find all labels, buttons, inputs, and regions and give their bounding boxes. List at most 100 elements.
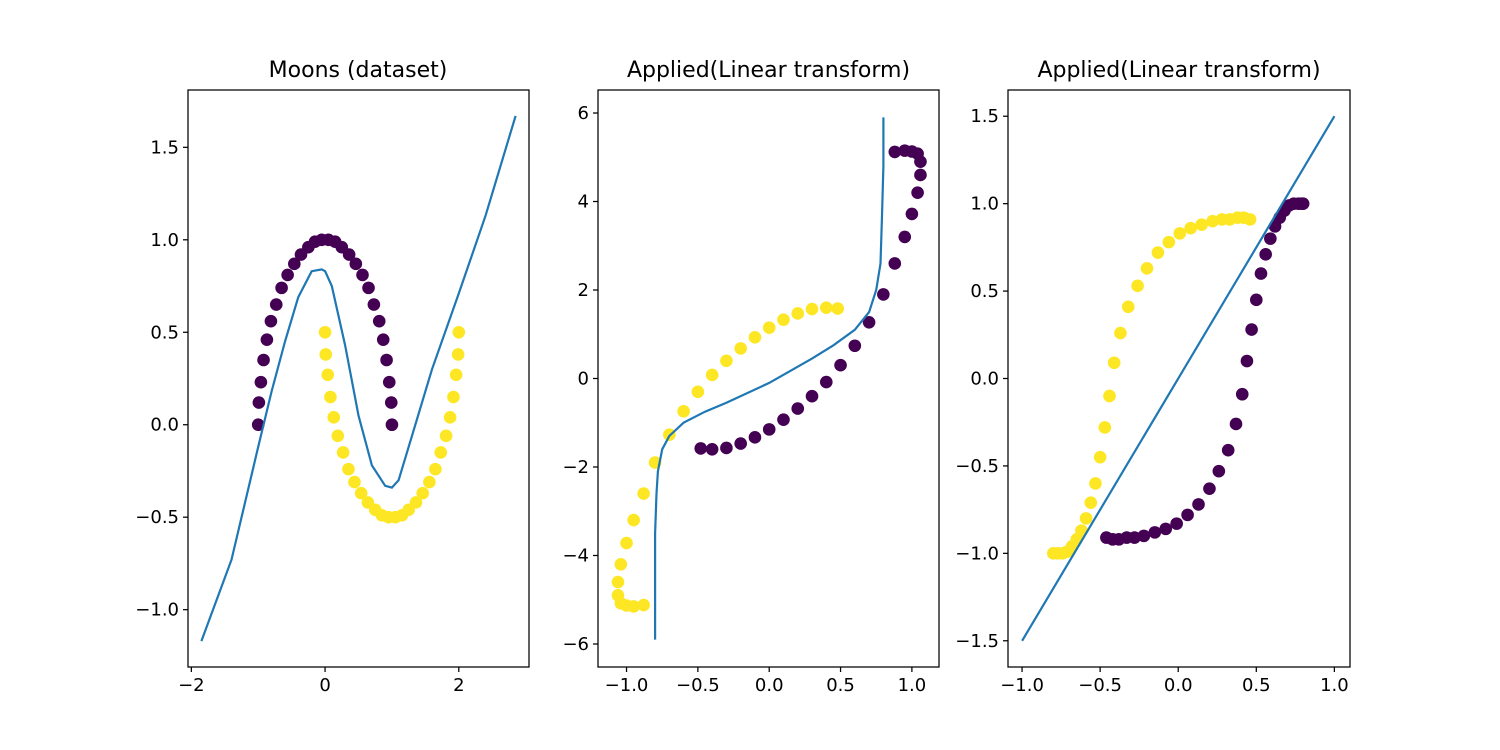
data-point: [321, 368, 335, 382]
x-tick-label: 0.0: [755, 675, 784, 696]
data-point: [720, 441, 733, 455]
series-points-1: [318, 325, 466, 524]
data-point: [1229, 417, 1243, 431]
data-point: [447, 390, 460, 404]
x-tick-label: 0.0: [1164, 675, 1193, 696]
data-point: [777, 313, 790, 326]
data-point: [449, 368, 463, 382]
panel-linear-transform-1: Applied(Linear transform) −1.0 −0.5 0.0 0.5…: [562, 58, 940, 696]
data-point: [720, 354, 733, 368]
data-point: [264, 314, 278, 328]
data-point: [362, 281, 375, 295]
panel-title: Applied(Linear transform): [1037, 58, 1320, 83]
data-point: [354, 486, 368, 500]
data-point: [1107, 356, 1121, 370]
data-point: [409, 496, 423, 509]
data-point: [862, 316, 876, 329]
data-point: [1206, 214, 1219, 228]
data-point: [637, 487, 650, 500]
data-point: [734, 342, 747, 355]
data-point: [260, 333, 274, 346]
data-point: [367, 298, 381, 311]
series-points-0: [1100, 197, 1310, 546]
data-point: [888, 257, 902, 270]
data-point: [911, 186, 924, 199]
data-point: [348, 475, 361, 489]
data-point: [819, 301, 833, 315]
plot-area: [1021, 115, 1336, 642]
data-point: [318, 325, 332, 339]
data-point: [694, 442, 708, 455]
x-tick-label: 1.0: [898, 675, 927, 696]
data-point: [819, 375, 833, 389]
data-point: [319, 348, 333, 361]
data-point: [1140, 262, 1154, 275]
data-point: [384, 396, 398, 409]
data-point: [898, 230, 912, 244]
x-tick-label: 1.0: [1320, 675, 1349, 696]
data-point: [342, 248, 356, 261]
data-point: [452, 325, 466, 339]
data-point: [331, 429, 345, 443]
series-points-0: [694, 144, 927, 456]
panel-title: Applied(Linear transform): [627, 58, 910, 83]
data-point: [380, 353, 393, 367]
data-point: [443, 411, 457, 424]
data-point: [1162, 235, 1176, 249]
data-point: [251, 418, 265, 432]
data-point: [254, 375, 268, 389]
data-point: [324, 390, 337, 404]
data-point: [356, 268, 369, 282]
data-point: [614, 558, 628, 571]
data-point: [834, 358, 847, 372]
data-point: [1103, 389, 1116, 403]
data-point: [611, 589, 625, 602]
plot-area: [611, 117, 927, 640]
x-tick-label: 0: [319, 675, 330, 696]
series-points-1: [1046, 211, 1257, 560]
data-point: [336, 446, 350, 459]
data-point: [620, 536, 633, 550]
data-point: [1148, 526, 1162, 539]
y-tick-label: −1.5: [955, 631, 999, 652]
data-point: [1259, 248, 1272, 261]
y-tick-label: −6: [562, 634, 589, 655]
data-point: [1089, 477, 1102, 490]
y-tick-label: 1.0: [150, 230, 179, 251]
series-points-1: [611, 301, 844, 613]
y-tick-label: 0.0: [150, 415, 179, 436]
y-tick-label: −4: [562, 545, 589, 566]
panel-title: Moons (dataset): [269, 58, 448, 83]
data-point: [1254, 267, 1268, 280]
data-point: [1240, 354, 1254, 368]
x-tick-label: −1.0: [605, 675, 649, 696]
x-tick-label: −0.5: [1078, 675, 1122, 696]
y-tick-label: −1.0: [955, 543, 999, 564]
data-point: [1243, 213, 1257, 226]
data-point: [416, 486, 429, 500]
data-point: [1250, 293, 1263, 307]
data-point: [1296, 197, 1310, 210]
data-point: [677, 404, 690, 418]
data-point: [1170, 517, 1183, 530]
data-point: [1159, 522, 1173, 536]
data-point: [1093, 450, 1107, 464]
panel-linear-transform-2: Applied(Linear transform) −1.0 −0.5 0.0 0.5…: [955, 58, 1351, 696]
x-tick-label: 0.5: [826, 675, 855, 696]
y-tick-label: 0.0: [970, 369, 999, 390]
data-point: [705, 368, 719, 382]
data-point: [1264, 232, 1277, 245]
y-tick-label: −0.5: [135, 507, 179, 528]
y-tick-label: −1.0: [135, 600, 179, 621]
data-point: [1245, 323, 1258, 336]
data-point: [877, 288, 890, 301]
data-point: [1084, 496, 1098, 509]
data-point: [734, 437, 747, 450]
data-point: [791, 307, 805, 320]
data-point: [382, 375, 396, 389]
panel-moons-dataset: Moons (dataset) −2 0 2 −1.0 −0.5 0.0 0.5 1.0 1.5: [135, 58, 530, 696]
data-point: [349, 257, 363, 271]
y-tick-label: 0.5: [150, 322, 179, 343]
series-line: [200, 115, 517, 642]
